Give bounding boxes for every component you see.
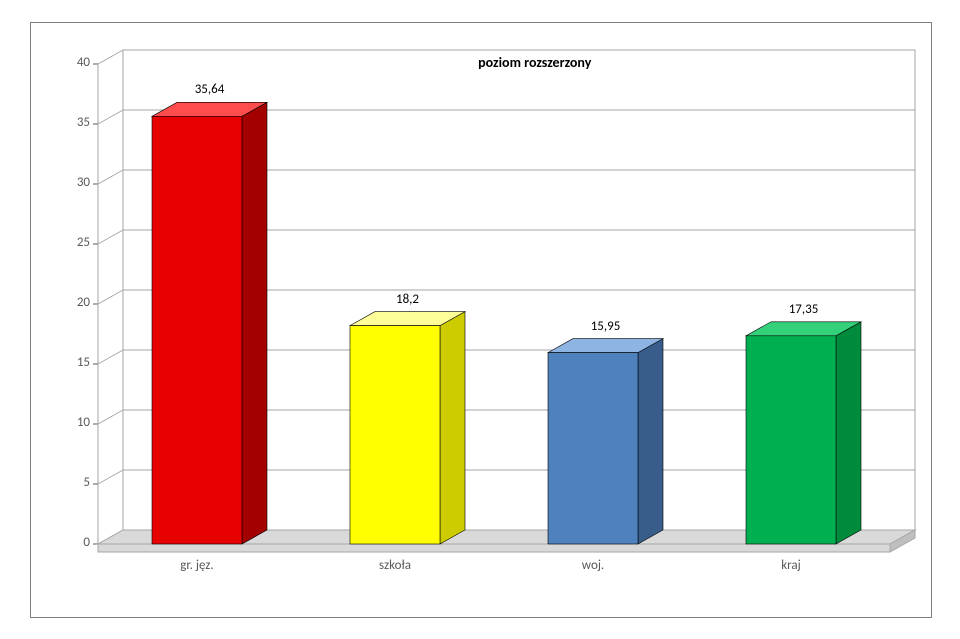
chart-title: poziom rozszerzony [478,54,591,71]
y-tick-label: 15 [62,355,90,370]
bar-value-label: 18,2 [396,292,419,307]
bar-value-label: 15,95 [591,319,621,334]
y-tick-label: 10 [62,415,90,430]
x-category-label: gr. jęz. [180,558,213,573]
chart-area: poziom rozszerzony 0 5 10 15 20 25 30 35 40 gr. … [30,22,930,616]
x-category-label: woj. [582,558,604,573]
y-tick-label: 20 [62,295,90,310]
y-tick-label: 25 [62,235,90,250]
x-category-label: szkoła [379,558,411,573]
x-category-label: kraj [781,558,801,573]
y-tick-label: 35 [62,115,90,130]
y-tick-label: 0 [62,535,90,550]
bar-value-label: 35,64 [195,82,225,97]
chart-svg [30,22,930,616]
y-tick-label: 5 [62,475,90,490]
y-tick-label: 40 [62,55,90,70]
y-tick-label: 30 [62,175,90,190]
chart-canvas: poziom rozszerzony 0 5 10 15 20 25 30 35 40 gr. … [0,0,960,639]
bar-value-label: 17,35 [789,302,819,317]
